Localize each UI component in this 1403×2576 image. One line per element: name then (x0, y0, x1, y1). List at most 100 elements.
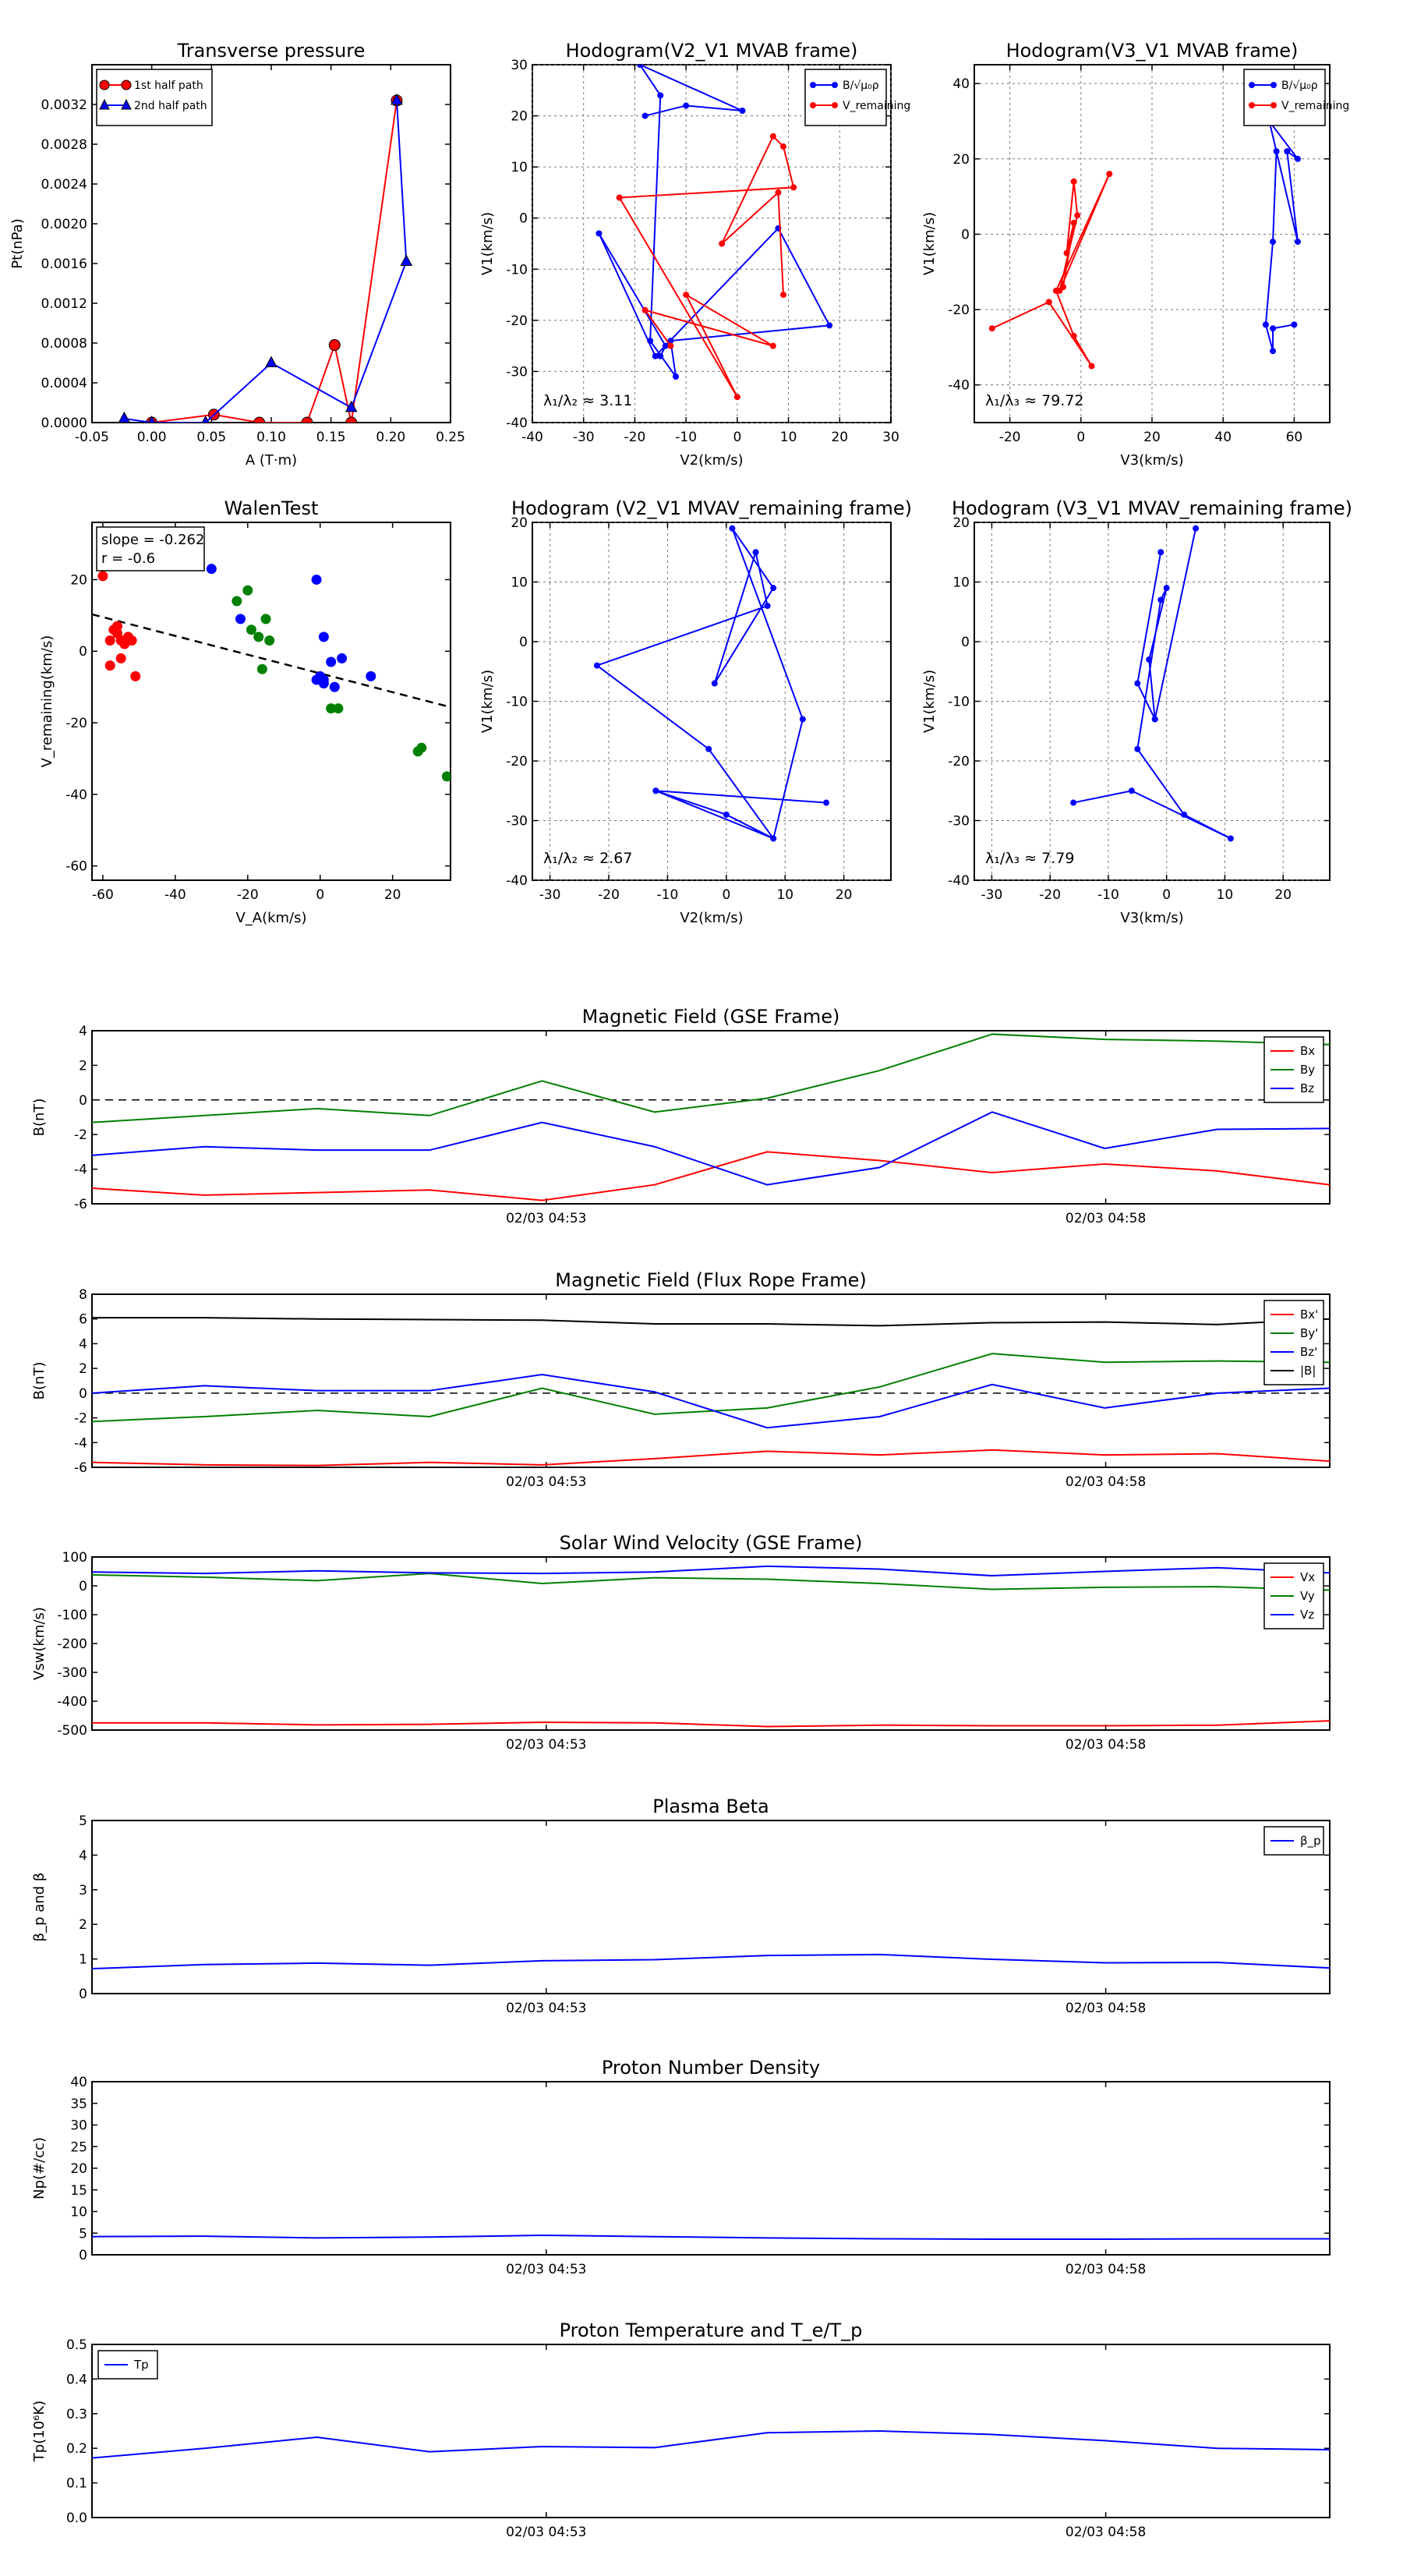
data-point (1163, 585, 1170, 592)
y-tick-label: 0 (519, 635, 528, 650)
y-tick-label: -40 (948, 378, 970, 394)
y-tick-label: 0.4 (66, 2372, 87, 2387)
fit-annotation: r = -0.6 (101, 550, 155, 567)
plot-area (91, 522, 451, 881)
y-axis-label: B(nT) (31, 1362, 48, 1400)
data-point (667, 338, 674, 345)
y-tick-label: -30 (948, 814, 970, 830)
y-tick-label: 0.5 (66, 2337, 87, 2353)
y-tick-label: 0 (79, 1579, 87, 1594)
data-point (201, 415, 210, 423)
y-tick-label: 20 (70, 2161, 87, 2177)
data-point (780, 292, 786, 299)
y-tick-label: 35 (70, 2097, 87, 2112)
y-axis-label: V_remaining(km/s) (39, 635, 55, 768)
legend-marker (1270, 102, 1277, 108)
chart-title: Solar Wind Velocity (GSE Frame) (560, 1532, 863, 1554)
legend-label: β_p (1300, 1834, 1321, 1849)
plot-content (988, 118, 1301, 370)
data-point (1074, 212, 1081, 219)
x-tick-label: 0.15 (316, 430, 346, 445)
data-point (641, 306, 648, 313)
x-tick-label: 0 (722, 887, 730, 903)
y-tick-label: 2 (79, 1058, 87, 1074)
data-point (311, 674, 322, 685)
x-tick-label: -20 (624, 430, 646, 445)
data-point (799, 716, 806, 723)
data-point (711, 680, 718, 687)
x-tick-label: -40 (164, 887, 186, 903)
data-point (206, 564, 217, 575)
data-point (231, 596, 242, 607)
data-point (647, 338, 654, 345)
data-point (652, 787, 659, 794)
data-point (770, 585, 777, 592)
y-tick-label: 40 (70, 2075, 87, 2090)
legend-marker (99, 98, 110, 110)
legend-marker (121, 98, 132, 110)
chart-title: Magnetic Field (Flux Rope Frame) (555, 1269, 866, 1291)
data-point (1157, 549, 1164, 556)
plot-area (532, 522, 892, 881)
x-tick-label: -10 (657, 887, 679, 903)
series-line (91, 1565, 1331, 1577)
y-tick-label: -400 (57, 1694, 87, 1710)
data-point (253, 416, 266, 423)
data-point (1262, 321, 1269, 328)
data-point (823, 799, 830, 806)
data-point (705, 745, 712, 752)
x-axis-label: V_A(km/s) (235, 910, 306, 926)
y-axis-label: V1(km/s) (921, 670, 938, 733)
x-tick-label: 02/03 04:53 (506, 2001, 586, 2016)
y-tick-label: -40 (948, 873, 970, 889)
legend-label: |B| (1300, 1364, 1316, 1378)
data-point (333, 703, 344, 714)
x-tick-label: -60 (92, 887, 114, 903)
legend-marker (832, 102, 838, 108)
x-tick-label: 20 (1274, 887, 1292, 903)
data-point (1070, 219, 1077, 226)
data-point (1134, 745, 1141, 752)
fit-annotation: slope = -0.262 (101, 532, 204, 548)
legend-label: Bz (1300, 1081, 1314, 1095)
data-point (1045, 299, 1052, 306)
data-point (235, 614, 246, 625)
data-point (1088, 363, 1095, 370)
y-axis-label: Pt(nPa) (9, 218, 26, 268)
data-point (657, 92, 664, 99)
data-point (1070, 178, 1077, 185)
x-axis-label: A (T·m) (246, 452, 297, 469)
y-tick-label: 10 (70, 2205, 87, 2220)
x-tick-label: 10 (1217, 887, 1234, 903)
data-point (662, 342, 669, 349)
legend-label: 1st half path (134, 80, 203, 92)
data-point (1070, 799, 1077, 806)
plot-content (595, 65, 833, 401)
data-point (265, 356, 277, 367)
data-point (366, 671, 376, 681)
data-point (657, 352, 664, 359)
y-tick-label: 0.1 (66, 2476, 87, 2492)
x-tick-label: -30 (981, 887, 1003, 903)
y-tick-label: 0 (79, 1093, 87, 1109)
x-tick-label: 40 (1214, 430, 1232, 445)
chart-title: Proton Temperature and T_e/T_p (560, 2319, 863, 2341)
series-line (91, 1151, 1331, 1201)
y-axis-label: V1(km/s) (479, 670, 496, 733)
data-point (616, 194, 623, 201)
data-point (775, 189, 782, 196)
y-tick-label: 20 (952, 515, 970, 531)
y-tick-label: 0 (961, 227, 970, 242)
y-tick-label: -6 (74, 1460, 87, 1476)
x-tick-label: 10 (776, 887, 793, 903)
data-point (723, 811, 730, 818)
y-tick-label: 1 (79, 1952, 87, 1968)
y-axis-label: Vsw(km/s) (31, 1607, 48, 1680)
data-point (301, 416, 313, 423)
data-point (637, 65, 643, 68)
x-tick-label: 02/03 04:53 (506, 1474, 586, 1490)
x-tick-label: 02/03 04:58 (1066, 1737, 1146, 1753)
y-tick-label: 0.0004 (41, 376, 87, 391)
y-tick-label: -500 (57, 1723, 87, 1739)
y-tick-label: 0.0012 (41, 296, 87, 312)
